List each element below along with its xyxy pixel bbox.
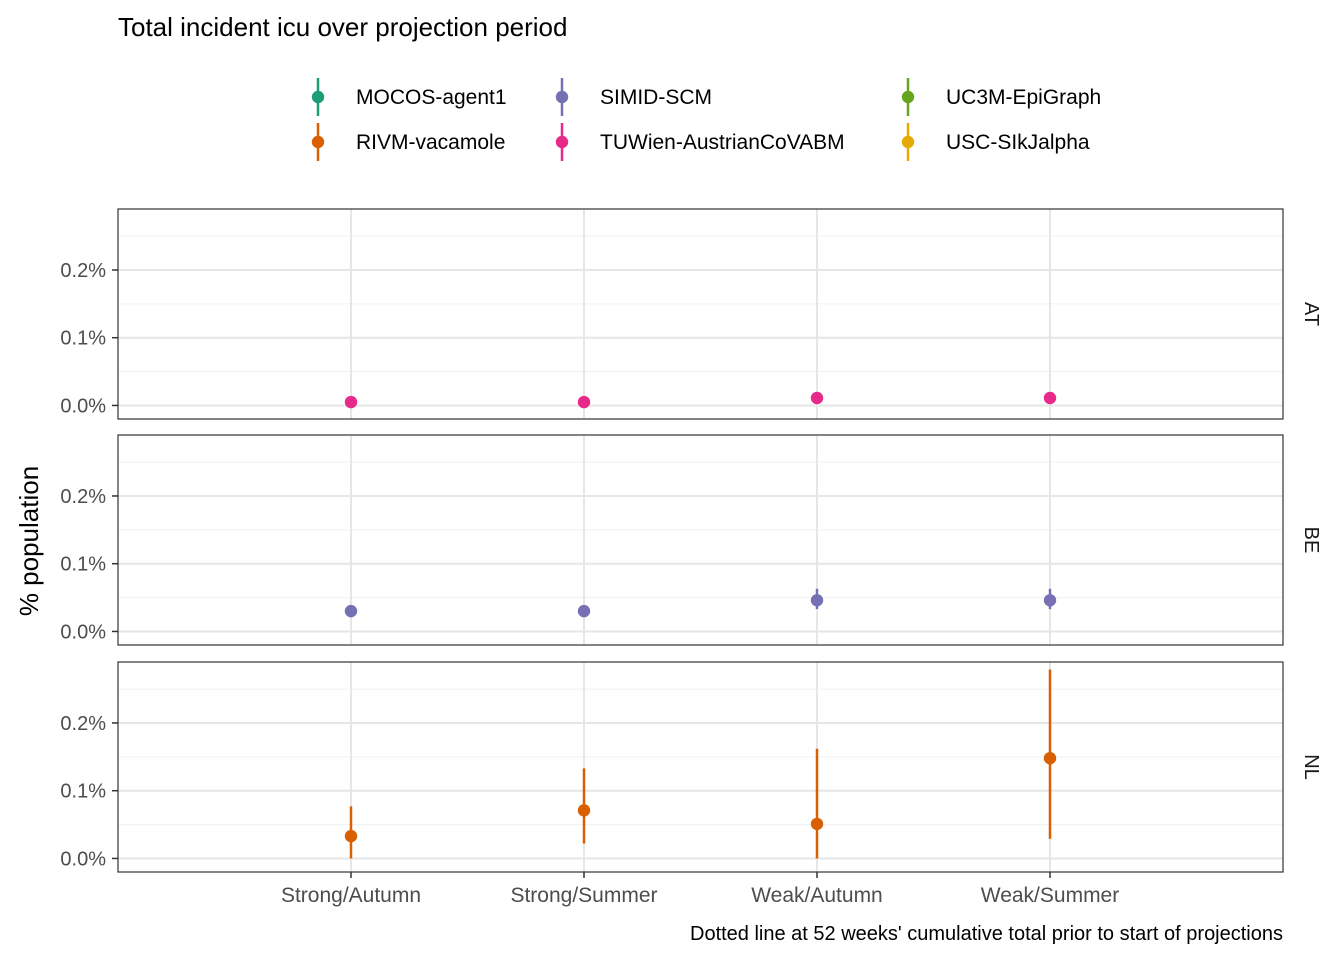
y-tick-label: 0.1% xyxy=(60,781,106,803)
legend-key-point xyxy=(555,90,569,104)
data-point xyxy=(577,395,591,409)
legend-label: USC-SIkJalpha xyxy=(946,131,1090,154)
legend-item: UC3M-EpiGraph xyxy=(901,78,1101,116)
y-tick-label: 0.1% xyxy=(60,554,106,576)
data-point xyxy=(1043,594,1057,607)
panel-background xyxy=(118,435,1283,645)
legend-key-point xyxy=(901,90,915,104)
panel-border xyxy=(117,661,1284,873)
panels: 0.0% 0.1% 0.2% AT 0.0% 0.1% 0.2% BE 0.0% 0.1% 0.2%… xyxy=(60,208,1322,873)
facet-label: AT xyxy=(1300,302,1322,326)
legend-key-point xyxy=(901,135,915,149)
data-point xyxy=(1043,391,1057,405)
legend-label: UC3M-EpiGraph xyxy=(946,86,1101,109)
data-point xyxy=(810,391,824,405)
legend-key-point xyxy=(311,135,325,149)
y-tick-label: 0.0% xyxy=(60,848,106,870)
panel-border xyxy=(117,434,1284,646)
chart-caption: Dotted line at 52 weeks' cumulative tota… xyxy=(690,923,1283,945)
x-tick-label: Strong/Autumn xyxy=(281,884,421,907)
y-tick-label: 0.0% xyxy=(60,395,106,417)
panel-background xyxy=(118,209,1283,419)
facet-label: BE xyxy=(1300,527,1322,554)
panel-border xyxy=(117,208,1284,420)
legend-key-point xyxy=(555,135,569,149)
data-point xyxy=(577,804,591,817)
legend-label: SIMID-SCM xyxy=(600,86,712,109)
legend-label: TUWien-AustrianCoVABM xyxy=(600,131,845,154)
x-axis: Strong/Autumn Strong/Summer Weak/Autumn Wea… xyxy=(281,872,1119,907)
chart-title: Total incident icu over projection perio… xyxy=(118,12,567,42)
panel-be: 0.0% 0.1% 0.2% BE xyxy=(60,434,1322,646)
y-axis-title: % population xyxy=(14,466,44,616)
x-tick-label: Weak/Autumn xyxy=(751,884,883,907)
data-point xyxy=(344,604,358,618)
legend-item: RIVM-vacamole xyxy=(311,123,505,161)
panel-background xyxy=(118,662,1283,872)
legend-item: USC-SIkJalpha xyxy=(901,123,1090,161)
data-point xyxy=(1043,751,1057,765)
x-tick-label: Strong/Summer xyxy=(510,884,657,907)
x-tick-label: Weak/Summer xyxy=(981,884,1119,907)
legend-label: RIVM-vacamole xyxy=(356,131,505,154)
data-point xyxy=(344,395,358,409)
legend-label: MOCOS-agent1 xyxy=(356,86,507,109)
facet-label: NL xyxy=(1300,754,1322,780)
y-tick-label: 0.2% xyxy=(60,260,106,282)
data-point xyxy=(577,604,591,618)
legend-key-point xyxy=(311,90,325,104)
legend-item: TUWien-AustrianCoVABM xyxy=(555,123,845,161)
y-tick-label: 0.1% xyxy=(60,328,106,350)
data-point xyxy=(810,817,824,831)
data-point xyxy=(344,829,358,843)
data-point xyxy=(810,594,824,607)
panel-at: 0.0% 0.1% 0.2% AT xyxy=(60,208,1322,420)
legend: MOCOS-agent1 RIVM-vacamole SIMID-SCM TUWien… xyxy=(311,78,1101,161)
y-tick-label: 0.0% xyxy=(60,621,106,643)
panel-nl: 0.0% 0.1% 0.2% NL xyxy=(60,661,1322,873)
legend-item: MOCOS-agent1 xyxy=(311,78,507,116)
y-tick-label: 0.2% xyxy=(60,486,106,508)
y-tick-label: 0.2% xyxy=(60,713,106,735)
legend-item: SIMID-SCM xyxy=(555,78,712,116)
